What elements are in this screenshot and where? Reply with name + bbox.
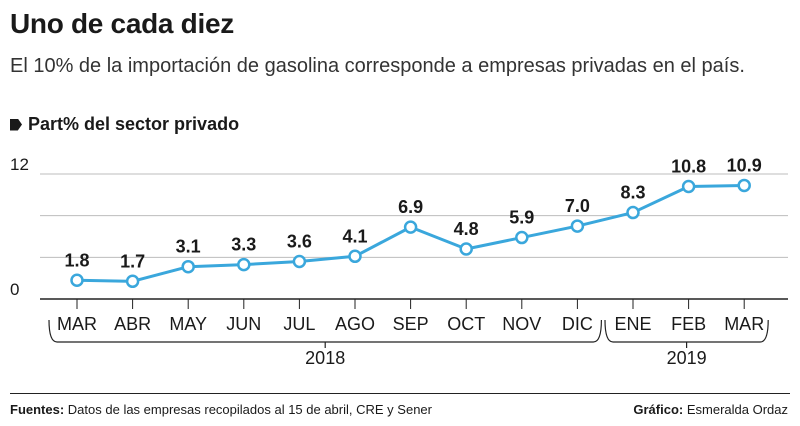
data-label: 10.9 bbox=[727, 155, 762, 175]
sources-text: Datos de las empresas recopilados al 15 … bbox=[67, 402, 432, 417]
x-tick-label: ABR bbox=[114, 314, 151, 334]
data-label: 10.8 bbox=[671, 157, 706, 177]
data-label: 1.7 bbox=[120, 251, 145, 271]
line-chart: 0 12 1.8 1.7 3.1 3.3 3.6 4.1 6.9 4.8 5.9 7.0 8.3 10.8… bbox=[10, 155, 788, 368]
y-tick-label: 0 bbox=[10, 280, 19, 299]
data-point bbox=[681, 179, 696, 194]
credit-text: Esmeralda Ordaz bbox=[686, 402, 788, 417]
x-tick-label: SEP bbox=[393, 314, 429, 334]
data-label: 4.8 bbox=[454, 219, 479, 239]
y-tick-label: 12 bbox=[10, 155, 29, 174]
credit-label: Gráfico: bbox=[633, 402, 684, 417]
series-label-text: Part% del sector privado bbox=[28, 114, 240, 134]
sources-note: Fuentes: Datos de las empresas recopilad… bbox=[10, 402, 432, 417]
data-point bbox=[125, 274, 140, 289]
x-tick-label: AGO bbox=[335, 314, 375, 334]
x-tick-label: NOV bbox=[502, 314, 541, 334]
footer-divider bbox=[10, 393, 790, 394]
data-label: 3.6 bbox=[287, 232, 312, 252]
x-tick-label: JUN bbox=[226, 314, 261, 334]
x-tick-label: JUL bbox=[283, 314, 315, 334]
data-label: 3.3 bbox=[231, 235, 256, 255]
x-tick-label: FEB bbox=[671, 314, 706, 334]
data-point bbox=[70, 273, 84, 287]
series-label: Part% del sector privado bbox=[10, 114, 239, 135]
data-label: 8.3 bbox=[620, 183, 645, 203]
x-tick-label: DIC bbox=[562, 314, 593, 334]
data-label: 4.1 bbox=[342, 226, 367, 246]
data-label: 1.8 bbox=[64, 250, 89, 270]
x-tick-label: ENE bbox=[614, 314, 651, 334]
x-tick-label: MAR bbox=[57, 314, 97, 334]
year-label: 2018 bbox=[305, 348, 345, 368]
sources-label: Fuentes: bbox=[10, 402, 65, 417]
year-label: 2019 bbox=[667, 348, 707, 368]
credit-note: Gráfico: Esmeralda Ordaz bbox=[633, 402, 788, 417]
data-point bbox=[403, 220, 418, 234]
data-label: 3.1 bbox=[176, 237, 201, 257]
data-point bbox=[237, 257, 251, 272]
data-point bbox=[459, 242, 473, 256]
data-point bbox=[626, 205, 640, 220]
data-point bbox=[292, 254, 307, 269]
data-point bbox=[181, 259, 195, 274]
x-tick-label: MAY bbox=[169, 314, 207, 334]
data-label: 6.9 bbox=[398, 197, 423, 217]
chart-title: Uno de cada diez bbox=[10, 8, 234, 39]
tag-icon bbox=[10, 118, 22, 131]
chart-subtitle: El 10% de la importación de gasolina cor… bbox=[10, 55, 745, 77]
data-point bbox=[515, 230, 529, 245]
data-point bbox=[348, 249, 362, 264]
x-tick-label: MAR bbox=[724, 314, 764, 334]
data-label: 7.0 bbox=[565, 196, 590, 216]
data-point bbox=[737, 178, 751, 193]
x-tick-label: OCT bbox=[447, 314, 485, 334]
data-label: 5.9 bbox=[509, 208, 534, 228]
data-point bbox=[570, 219, 585, 233]
